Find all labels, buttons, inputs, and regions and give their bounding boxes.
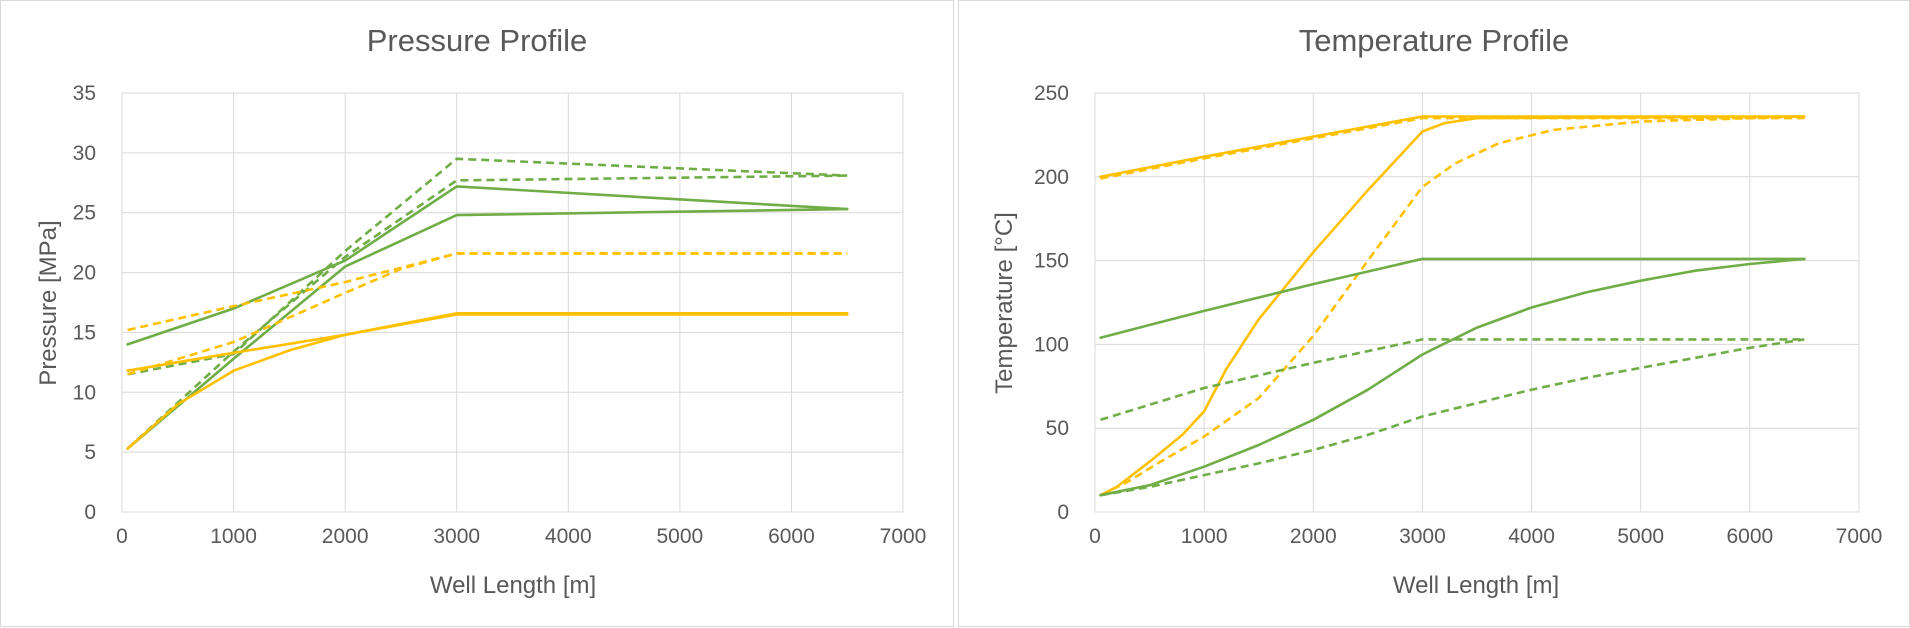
yellow-solid-series-line bbox=[126, 311, 849, 373]
x-tick-label: 1000 bbox=[1181, 525, 1228, 548]
series-layer bbox=[126, 157, 849, 450]
grid-layer bbox=[1094, 92, 1860, 513]
y-tick-label: 50 bbox=[1046, 417, 1069, 440]
x-axis-label: Well Length [m] bbox=[1393, 572, 1559, 599]
y-tick-label: 30 bbox=[73, 142, 96, 165]
y-tick-label: 100 bbox=[1034, 333, 1069, 356]
y-tick-label: 200 bbox=[1034, 166, 1069, 189]
chart-title: Temperature Profile bbox=[1299, 23, 1570, 58]
x-tick-label: 6000 bbox=[1726, 525, 1773, 548]
x-tick-label: 7000 bbox=[1836, 525, 1883, 548]
y-tick-label: 5 bbox=[84, 441, 96, 464]
green-solid-series-line bbox=[126, 207, 849, 450]
x-tick-label: 1000 bbox=[210, 525, 257, 548]
pressure-profile-chart: Pressure Profile 0 1000 2000 3000 4000 5000 60… bbox=[35, 23, 927, 599]
green-dashed-series-line bbox=[126, 174, 848, 450]
green-dashed-series-line bbox=[1100, 338, 1805, 422]
x-tick-label: 6000 bbox=[768, 525, 815, 548]
yellow-dashed-series-line bbox=[1099, 115, 1805, 497]
x-tick-label: 5000 bbox=[1617, 525, 1664, 548]
tick-layer: 0 1000 2000 3000 4000 5000 6000 7000 0 5 10 15 20 25 3… bbox=[73, 82, 927, 548]
yellow-solid-series-line bbox=[126, 313, 849, 450]
x-tick-label: 5000 bbox=[656, 525, 703, 548]
y-tick-label: 15 bbox=[73, 321, 96, 344]
y-tick-label: 20 bbox=[73, 262, 96, 285]
grid-layer bbox=[121, 92, 904, 513]
y-tick-label: 35 bbox=[73, 82, 96, 105]
plot-area-border bbox=[121, 92, 904, 513]
y-tick-label: 0 bbox=[1057, 501, 1069, 524]
x-tick-label: 3000 bbox=[1399, 525, 1446, 548]
chart-title: Pressure Profile bbox=[367, 23, 588, 58]
x-tick-label: 0 bbox=[116, 525, 128, 548]
y-tick-label: 25 bbox=[73, 202, 96, 225]
y-tick-label: 250 bbox=[1034, 82, 1069, 105]
x-tick-label: 2000 bbox=[322, 525, 369, 548]
green-solid-series-line bbox=[1099, 257, 1806, 497]
green-dashed-series-line bbox=[127, 157, 848, 376]
temperature-chart-panel: Temperature Profile 0 1000 2000 3000 4000 500… bbox=[958, 0, 1910, 627]
x-tick-label: 7000 bbox=[880, 525, 927, 548]
yellow-solid-series-line bbox=[1099, 115, 1806, 497]
y-axis-label: Temperature [°C] bbox=[991, 212, 1018, 394]
x-axis-label: Well Length [m] bbox=[430, 572, 596, 599]
green-dashed-series-line bbox=[1100, 338, 1805, 497]
y-tick-label: 0 bbox=[84, 501, 96, 524]
series-layer bbox=[1099, 115, 1806, 497]
x-tick-label: 4000 bbox=[545, 525, 592, 548]
yellow-dashed-series-line bbox=[1100, 116, 1805, 180]
x-tick-label: 4000 bbox=[1508, 525, 1555, 548]
x-tick-label: 0 bbox=[1089, 525, 1101, 548]
pressure-chart-panel: Pressure Profile 0 1000 2000 3000 4000 5000 60… bbox=[0, 0, 954, 627]
tick-layer: 0 1000 2000 3000 4000 5000 6000 7000 0 50 100 150 20… bbox=[1034, 82, 1882, 548]
x-tick-label: 2000 bbox=[1290, 525, 1337, 548]
yellow-dashed-series-line bbox=[127, 252, 848, 332]
green-solid-series-line bbox=[126, 185, 849, 346]
temperature-profile-chart: Temperature Profile 0 1000 2000 3000 4000 500… bbox=[991, 23, 1882, 599]
yellow-dashed-series-line bbox=[127, 252, 848, 376]
y-tick-label: 150 bbox=[1034, 250, 1069, 273]
x-tick-label: 3000 bbox=[433, 525, 480, 548]
y-tick-label: 10 bbox=[73, 381, 96, 404]
yellow-solid-series-line bbox=[1099, 115, 1806, 179]
y-axis-label: Pressure [MPa] bbox=[35, 220, 62, 385]
green-solid-series-line bbox=[1099, 257, 1806, 340]
